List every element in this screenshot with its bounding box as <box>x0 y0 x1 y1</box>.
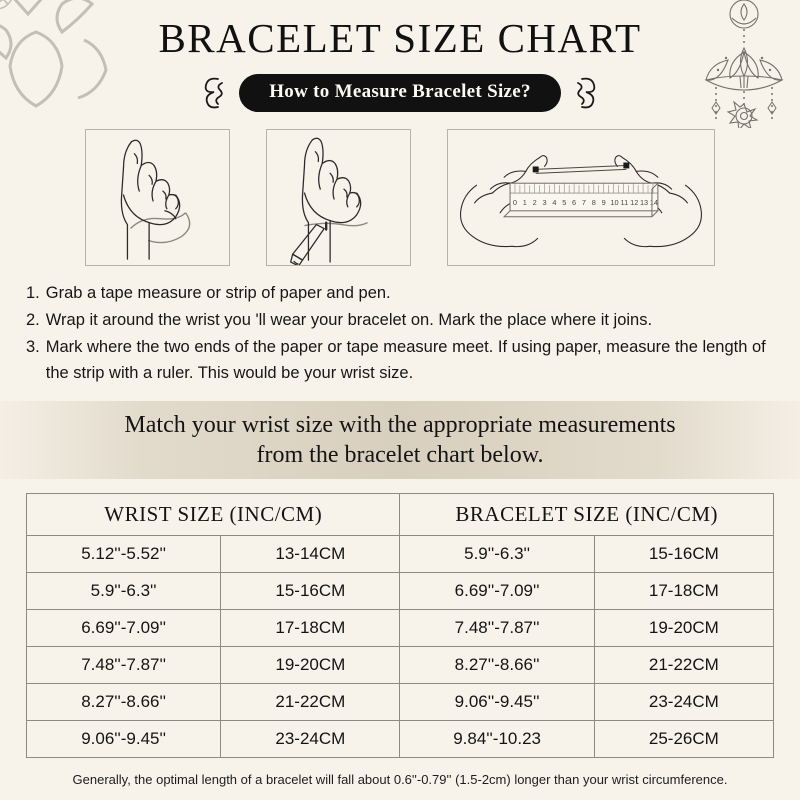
table-row: 6.69''-7.09'' 17-18CM 7.48''-7.87'' 19-2… <box>25 608 775 647</box>
banner-line-2: from the bracelet chart below. <box>256 441 544 468</box>
cell-bracelet-inch: 9.84''-10.23 <box>399 719 595 758</box>
cell-wrist-cm: 23-24CM <box>220 719 401 758</box>
subtitle-pill: How to Measure Bracelet Size? <box>239 74 561 113</box>
svg-text:1: 1 <box>523 198 527 207</box>
svg-text:11: 11 <box>621 198 629 207</box>
cell-bracelet-cm: 23-24CM <box>593 682 775 721</box>
swirl-flourish-right-icon <box>576 77 596 109</box>
cell-bracelet-inch: 7.48''-7.87'' <box>399 608 595 647</box>
svg-text:7: 7 <box>582 198 586 207</box>
page-title: BRACELET SIZE CHART <box>158 15 642 61</box>
svg-text:5: 5 <box>562 198 566 207</box>
svg-text:8: 8 <box>592 198 596 207</box>
cell-wrist-cm: 17-18CM <box>220 608 401 647</box>
steps-list: 1. Grab a tape measure or strip of paper… <box>26 280 774 387</box>
cell-wrist-inch: 8.27''-8.66'' <box>25 682 222 721</box>
svg-text:4: 4 <box>552 198 556 207</box>
svg-text:14: 14 <box>650 198 658 207</box>
ruler-ticks <box>514 183 654 194</box>
header-bracelet-size: BRACELET SIZE (INC/CM) <box>399 492 774 536</box>
table-row: 8.27''-8.66'' 21-22CM 9.06''-9.45'' 23-2… <box>25 682 775 721</box>
footnote-text: Generally, the optimal length of a brace… <box>72 771 728 787</box>
svg-text:10: 10 <box>610 198 618 207</box>
cell-bracelet-inch: 8.27''-8.66'' <box>399 645 595 684</box>
step-number: 2. <box>26 310 40 329</box>
banner-line-1: Match your wrist size with the appropria… <box>124 411 676 438</box>
cell-wrist-cm: 13-14CM <box>220 534 401 573</box>
step-text: Mark where the two ends of the paper or … <box>45 337 766 383</box>
size-table-wrapper: WRIST SIZE (INC/CM) BRACELET SIZE (INC/C… <box>25 492 775 758</box>
cell-bracelet-inch: 9.06''-9.45'' <box>399 682 595 721</box>
cell-bracelet-inch: 6.69''-7.09'' <box>399 571 595 610</box>
step-number: 1. <box>26 284 40 303</box>
cell-wrist-inch: 7.48''-7.87'' <box>25 645 222 684</box>
cell-bracelet-inch: 5.9''-6.3'' <box>399 534 595 573</box>
table-row: 5.12''-5.52'' 13-14CM 5.9''-6.3'' 15-16C… <box>25 534 775 573</box>
cell-wrist-inch: 6.69''-7.09'' <box>25 608 222 647</box>
bracelet-size-table: WRIST SIZE (INC/CM) BRACELET SIZE (INC/C… <box>25 492 775 758</box>
svg-text:3: 3 <box>542 198 546 207</box>
step-text: Wrap it around the wrist you 'll wear yo… <box>45 310 653 329</box>
match-size-banner: Match your wrist size with the appropria… <box>0 400 800 479</box>
cell-wrist-cm: 21-22CM <box>220 682 401 721</box>
step-item: 1. Grab a tape measure or strip of paper… <box>26 280 774 307</box>
step-item: 2. Wrap it around the wrist you 'll wear… <box>26 307 774 334</box>
banner-text: Match your wrist size with the appropria… <box>124 410 675 470</box>
cell-bracelet-cm: 19-20CM <box>593 608 775 647</box>
cell-wrist-inch: 5.12''-5.52'' <box>25 534 222 573</box>
step-number: 3. <box>26 337 40 356</box>
header-wrist-size: WRIST SIZE (INC/CM) <box>25 492 401 536</box>
subtitle-row: How to Measure Bracelet Size? <box>0 73 800 113</box>
step-item: 3. Mark where the two ends of the paper … <box>26 334 774 387</box>
cell-wrist-inch: 9.06''-9.45'' <box>25 719 222 758</box>
table-row: 7.48''-7.87'' 19-20CM 8.27''-8.66'' 21-2… <box>25 645 775 684</box>
cell-wrist-cm: 15-16CM <box>220 571 401 610</box>
cell-bracelet-cm: 25-26CM <box>593 719 775 758</box>
svg-text:6: 6 <box>572 198 576 207</box>
table-row: 5.9''-6.3'' 15-16CM 6.69''-7.09'' 17-18C… <box>25 571 775 610</box>
cell-bracelet-cm: 21-22CM <box>593 645 775 684</box>
step-text: Grab a tape measure or strip of paper an… <box>45 284 391 303</box>
illustration-hand-with-tape-around-wrist <box>85 129 230 267</box>
cell-bracelet-cm: 15-16CM <box>593 534 775 573</box>
swirl-flourish-left-icon <box>204 77 224 109</box>
cell-wrist-inch: 5.9''-6.3'' <box>25 571 222 610</box>
svg-text:9: 9 <box>602 198 606 207</box>
illustration-hand-marking-strip-with-pen <box>266 129 411 267</box>
svg-text:12: 12 <box>630 198 638 207</box>
svg-text:13: 13 <box>640 198 648 207</box>
svg-text:0: 0 <box>513 198 517 207</box>
cell-bracelet-cm: 17-18CM <box>593 571 775 610</box>
table-row: 9.06''-9.45'' 23-24CM 9.84''-10.23 25-26… <box>25 719 775 758</box>
svg-text:2: 2 <box>533 198 537 207</box>
table-header-row: WRIST SIZE (INC/CM) BRACELET SIZE (INC/C… <box>25 492 774 536</box>
cell-wrist-cm: 19-20CM <box>220 645 401 684</box>
